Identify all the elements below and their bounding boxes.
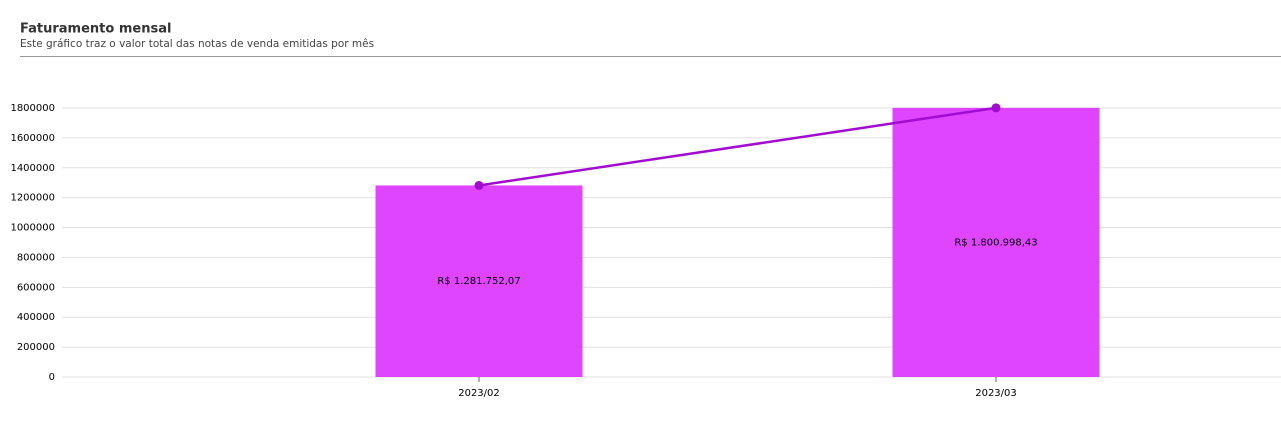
- bar: [892, 107, 1100, 377]
- value-label: R$ 1.281.752,07: [437, 276, 520, 287]
- y-tick-label: 400000: [17, 312, 55, 323]
- chart-subtitle: Este gráfico traz o valor total das nota…: [20, 38, 374, 50]
- y-tick-label: 1600000: [10, 133, 55, 144]
- value-label: R$ 1.800.998,43: [954, 237, 1037, 248]
- y-tick-label: 200000: [17, 342, 55, 353]
- line: [478, 106, 997, 187]
- bar: [375, 185, 583, 377]
- line-point: [991, 103, 1001, 113]
- y-tick-label: 800000: [17, 252, 55, 263]
- y-tick-label: 1000000: [10, 223, 55, 234]
- y-tick-label: 0: [49, 372, 55, 383]
- y-tick-label: 600000: [17, 282, 55, 293]
- x-tick-label: 2023/02: [458, 388, 500, 399]
- x-tick-label: 2023/03: [975, 388, 1017, 399]
- chart-title: Faturamento mensal: [20, 22, 171, 37]
- y-tick-label: 1400000: [10, 163, 55, 174]
- y-tick-label: 1200000: [10, 193, 55, 204]
- y-tick-label: 1800000: [10, 103, 55, 114]
- line-point: [474, 180, 484, 190]
